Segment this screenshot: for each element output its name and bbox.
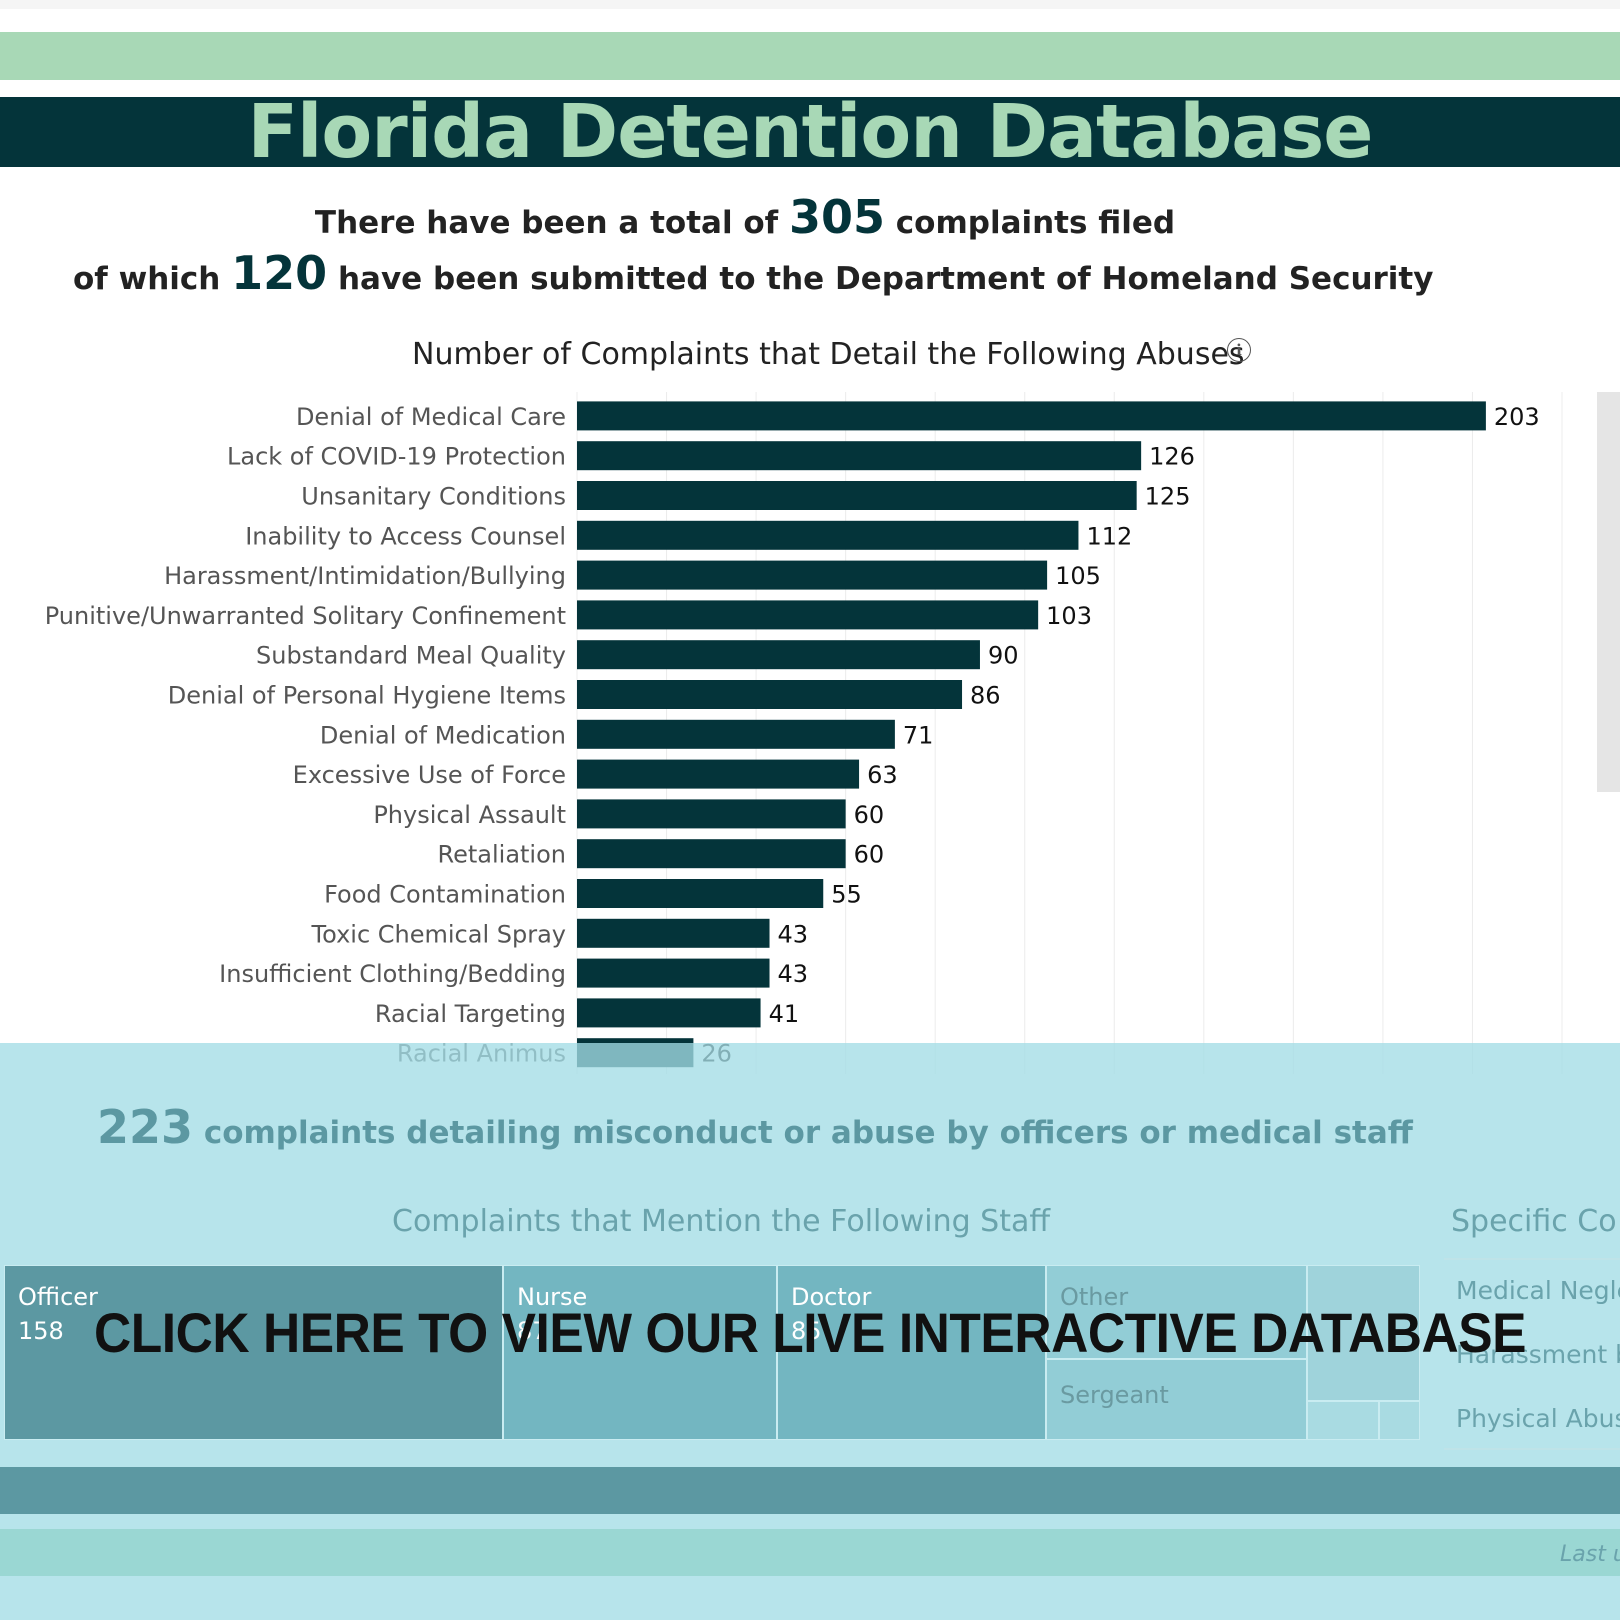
dhs-prefix: of which xyxy=(73,261,221,297)
footer-band-dark xyxy=(0,1467,1620,1514)
green-banner xyxy=(0,32,1620,80)
value-label: 125 xyxy=(1145,483,1191,511)
treemap-doctor-label: Doctor xyxy=(791,1283,872,1311)
value-label: 60 xyxy=(854,801,885,829)
bar[interactable] xyxy=(577,799,846,829)
page-title: Florida Detention Database xyxy=(247,97,1374,167)
treemap-doctor[interactable]: Doctor 85 xyxy=(777,1265,1046,1440)
value-label: 112 xyxy=(1086,522,1132,550)
bar[interactable] xyxy=(577,520,1079,550)
info-icon[interactable]: i xyxy=(1227,338,1251,362)
bar[interactable] xyxy=(577,719,895,749)
summary-total-line: There have been a total of 305 complaint… xyxy=(0,190,1490,244)
dhs-submitted-count: 120 xyxy=(231,246,328,300)
bar[interactable] xyxy=(577,600,1039,630)
staff-complaints-label: complaints detailing misconduct or abuse… xyxy=(203,1115,1413,1151)
category-label: Insufficient Clothing/Bedding xyxy=(219,960,566,988)
treemap-doctor-count: 85 xyxy=(791,1317,822,1345)
bar[interactable] xyxy=(577,640,980,670)
bar[interactable] xyxy=(577,441,1142,471)
bar[interactable] xyxy=(577,918,770,948)
category-label: Denial of Medication xyxy=(320,721,566,749)
value-label: 126 xyxy=(1149,443,1195,471)
abuses-bar-chart: Denial of Medical Care 203 Lack of COVID-1… xyxy=(45,392,1563,1074)
treemap-sergeant[interactable]: Sergeant xyxy=(1046,1359,1307,1440)
dhs-suffix: have been submitted to the Department of… xyxy=(337,261,1434,297)
bar[interactable] xyxy=(577,401,1486,431)
treemap-officer-count: 158 xyxy=(18,1317,64,1345)
bar[interactable] xyxy=(577,839,846,869)
value-label: 43 xyxy=(778,960,809,988)
category-label: Food Contamination xyxy=(324,881,566,909)
treemap-nurse[interactable]: Nurse 87 xyxy=(503,1265,777,1440)
top-strip xyxy=(0,0,1620,9)
chart-title: Number of Complaints that Detail the Fol… xyxy=(412,337,1245,372)
treemap-other[interactable]: Other xyxy=(1046,1265,1307,1359)
value-label: 105 xyxy=(1055,562,1101,590)
title-banner: Florida Detention Database xyxy=(0,97,1620,167)
treemap-small-cell[interactable] xyxy=(1307,1265,1420,1401)
treemap-title: Complaints that Mention the Following St… xyxy=(392,1204,1051,1239)
treemap-officer-label: Officer xyxy=(18,1283,98,1311)
category-label: Retaliation xyxy=(438,841,567,869)
bar[interactable] xyxy=(577,560,1048,590)
value-label: 203 xyxy=(1494,403,1540,431)
summary-prefix: There have been a total of xyxy=(314,205,779,241)
category-label: Lack of COVID-19 Protection xyxy=(227,443,566,471)
specific-divider xyxy=(1444,1448,1620,1450)
specific-divider xyxy=(1444,1258,1620,1260)
treemap-small-cell[interactable] xyxy=(1307,1401,1379,1440)
category-label: Denial of Personal Hygiene Items xyxy=(168,682,566,710)
category-label: Harassment/Intimidation/Bullying xyxy=(164,562,566,590)
treemap-officer[interactable]: Officer 158 xyxy=(4,1265,503,1440)
bar[interactable] xyxy=(577,958,770,988)
category-label: Denial of Medical Care xyxy=(296,403,566,431)
bar[interactable] xyxy=(577,998,761,1028)
bar[interactable] xyxy=(577,481,1137,510)
category-label: Unsanitary Conditions xyxy=(301,483,566,511)
value-label: 55 xyxy=(831,881,862,909)
chart-scrollbar[interactable] xyxy=(1597,392,1620,792)
last-updated-text: Last u xyxy=(1560,1542,1620,1567)
category-label: Toxic Chemical Spray xyxy=(311,920,566,948)
value-label: 43 xyxy=(778,920,809,948)
specific-item[interactable]: Physical Abus xyxy=(1456,1404,1620,1433)
bar[interactable] xyxy=(577,680,963,709)
category-label: Excessive Use of Force xyxy=(293,761,566,789)
bar[interactable] xyxy=(577,879,824,908)
specific-complaints-title: Specific Co xyxy=(1451,1204,1617,1239)
category-label: Racial Targeting xyxy=(375,1000,566,1028)
category-label: Substandard Meal Quality xyxy=(256,642,566,670)
staff-misconduct-summary: 223 complaints detailing misconduct or a… xyxy=(97,1100,1413,1154)
specific-item[interactable]: Harassment b xyxy=(1456,1340,1620,1369)
summary-dhs-line: of which 120 have been submitted to the … xyxy=(73,246,1433,300)
treemap-nurse-count: 87 xyxy=(517,1317,548,1345)
view-database-link[interactable]: CLICK HERE TO VIEW OUR LIVE INTERACTIVE … xyxy=(93,1301,1527,1364)
category-label: Inability to Access Counsel xyxy=(245,522,566,550)
treemap-other-label: Other xyxy=(1060,1283,1129,1311)
bar[interactable] xyxy=(577,759,860,789)
value-label: 41 xyxy=(769,1000,800,1028)
treemap-nurse-label: Nurse xyxy=(517,1283,588,1311)
treemap-small-cell[interactable] xyxy=(1379,1401,1420,1440)
value-label: 71 xyxy=(903,721,934,749)
summary-suffix: complaints filed xyxy=(895,205,1176,241)
footer-band-mint xyxy=(0,1529,1620,1576)
total-complaints-count: 305 xyxy=(788,190,885,244)
category-label: Punitive/Unwarranted Solitary Confinemen… xyxy=(45,602,566,630)
treemap-sergeant-label: Sergeant xyxy=(1060,1381,1169,1409)
value-label: 63 xyxy=(867,761,898,789)
value-label: 60 xyxy=(854,841,885,869)
category-label: Physical Assault xyxy=(373,801,566,829)
value-label: 90 xyxy=(988,642,1019,670)
value-label: 103 xyxy=(1046,602,1092,630)
value-label: 86 xyxy=(970,682,1001,710)
specific-item[interactable]: Medical Negle xyxy=(1456,1276,1620,1305)
staff-complaints-count: 223 xyxy=(97,1100,194,1154)
